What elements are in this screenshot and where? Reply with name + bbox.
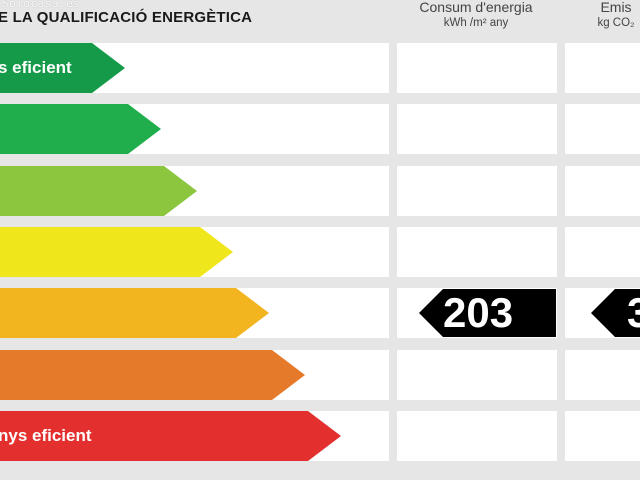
consum-header-line2: kWh /m² any [443, 17, 509, 29]
rating-bar [0, 350, 305, 400]
emis-cell [565, 350, 640, 400]
rating-row: nys eficient [0, 411, 640, 461]
rating-bar [0, 227, 233, 277]
rating-row [0, 104, 640, 154]
emis-cell [565, 227, 640, 277]
rating-row [0, 227, 640, 277]
emis-cell [565, 166, 640, 216]
rating-bar-label: nys eficient [0, 426, 92, 445]
emis-cell [565, 104, 640, 154]
consum-cell [397, 411, 557, 461]
consum-header-line1: Consum d'energia [419, 0, 533, 15]
rating-bar: nys eficient [0, 411, 341, 461]
rating-bar: s eficient [0, 43, 125, 93]
emis-cell [565, 411, 640, 461]
rating-row [0, 166, 640, 216]
rating-bar [0, 288, 269, 338]
consum-cell [397, 43, 557, 93]
consum-cell [397, 166, 557, 216]
emis-cell [565, 43, 640, 93]
rating-row [0, 350, 640, 400]
label-title: E LA QUALIFICACIÓ ENERGÈTICA [0, 9, 253, 26]
emis-header-line2: kg CO₂ [597, 17, 635, 29]
rating-bar [0, 166, 197, 216]
emis-header-line1: Emis [600, 0, 632, 15]
consum-column-header: Consum d'energia kWh /m² any [396, 0, 556, 29]
emis-rating-marker: 3 [591, 289, 640, 337]
watermark: Solocasa.es [2, 0, 81, 10]
consum-cell [397, 227, 557, 277]
rating-row: s eficient [0, 43, 640, 93]
consum-rating-marker-value: 203 [443, 289, 514, 336]
consum-cell [397, 104, 557, 154]
rating-bar [0, 104, 161, 154]
consum-rating-marker: 203 [419, 289, 556, 337]
rating-row: 203 3 [0, 288, 640, 338]
emis-rating-marker-value: 3 [627, 289, 640, 336]
consum-cell [397, 350, 557, 400]
emis-column-header: Emis kg CO₂ [566, 0, 640, 29]
rating-bar-label: s eficient [0, 58, 72, 77]
